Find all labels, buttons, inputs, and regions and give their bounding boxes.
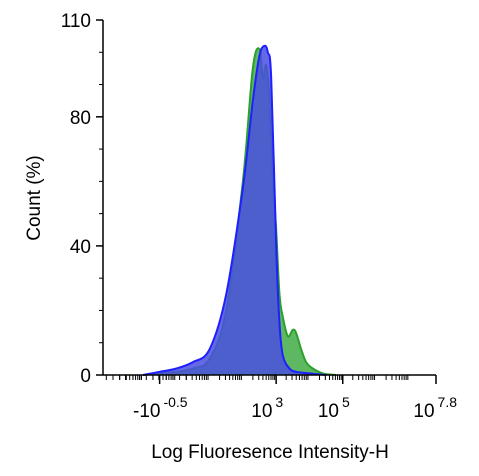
series-2-line: [142, 44, 327, 376]
y-tick-label: 0: [80, 366, 91, 387]
x-tick-label: -10 -0.5: [133, 394, 188, 422]
series-layer: [142, 44, 337, 376]
y-tick-label: 40: [70, 237, 91, 258]
labels-layer: Log Fluoresence Intensity-H Count (%): [24, 155, 389, 463]
x-axis-label: Log Fluoresence Intensity-H: [151, 442, 389, 463]
x-tick-label: 10 7.8: [413, 394, 457, 422]
y-tick-label: 80: [70, 108, 91, 129]
x-tick-label: 10 5: [318, 394, 350, 422]
y-tick-label: 110: [61, 11, 91, 32]
series-2-area: [143, 45, 327, 376]
ticks-layer: 0 40 80 110 -10 -0.5 10 3 10 5 10 7.8: [61, 11, 458, 422]
y-axis-label: Count (%): [24, 155, 45, 241]
x-tick-label: 10 3: [251, 394, 283, 422]
